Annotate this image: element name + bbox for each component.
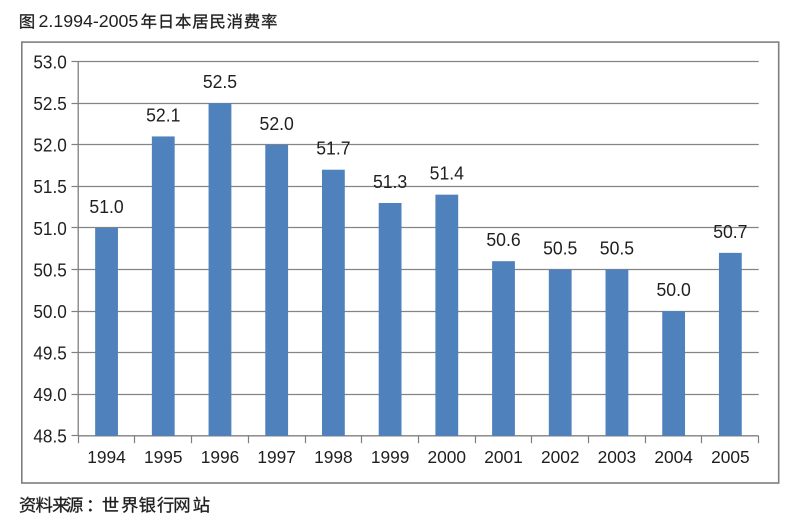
svg-text:50.0: 50.0 xyxy=(33,301,66,322)
svg-text:1994: 1994 xyxy=(87,447,126,467)
svg-text:1995: 1995 xyxy=(144,447,183,467)
svg-text:52.5: 52.5 xyxy=(203,71,237,92)
svg-text:53.0: 53.0 xyxy=(33,52,66,73)
svg-text:51.0: 51.0 xyxy=(89,196,123,217)
svg-text:51.3: 51.3 xyxy=(373,171,407,192)
svg-text:51.4: 51.4 xyxy=(430,163,464,184)
svg-text:51.7: 51.7 xyxy=(316,138,350,159)
svg-text:51.0: 51.0 xyxy=(33,218,66,239)
svg-text:50.5: 50.5 xyxy=(600,238,634,259)
svg-text:52.0: 52.0 xyxy=(260,113,294,134)
svg-text:2001: 2001 xyxy=(484,447,523,467)
svg-text:49.0: 49.0 xyxy=(33,384,66,405)
svg-text:50.5: 50.5 xyxy=(543,238,577,259)
svg-text:50.6: 50.6 xyxy=(486,229,520,250)
svg-text:2000: 2000 xyxy=(428,447,467,467)
svg-text:2005: 2005 xyxy=(711,447,750,467)
svg-text:50.0: 50.0 xyxy=(656,279,690,300)
svg-text:2003: 2003 xyxy=(598,447,637,467)
svg-text:52.1: 52.1 xyxy=(146,104,180,125)
svg-text:2002: 2002 xyxy=(541,447,580,467)
svg-text:1996: 1996 xyxy=(201,447,240,467)
svg-text:49.5: 49.5 xyxy=(33,343,66,364)
svg-text:1998: 1998 xyxy=(314,447,353,467)
svg-text:52.0: 52.0 xyxy=(33,135,66,156)
svg-text:1999: 1999 xyxy=(371,447,410,467)
svg-text:51.5: 51.5 xyxy=(33,176,66,197)
svg-text:1997: 1997 xyxy=(257,447,296,467)
svg-text:2004: 2004 xyxy=(654,447,693,467)
svg-text:50.7: 50.7 xyxy=(713,221,747,242)
svg-text:52.5: 52.5 xyxy=(33,93,66,114)
svg-text:48.5: 48.5 xyxy=(33,426,66,447)
svg-text:2.1994-2005: 2.1994-2005 xyxy=(39,11,139,31)
svg-text:50.5: 50.5 xyxy=(33,259,66,280)
